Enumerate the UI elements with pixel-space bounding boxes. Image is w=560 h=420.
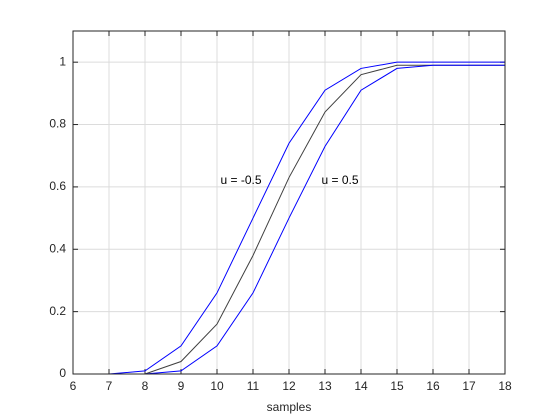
- x-tick-label: 16: [426, 379, 440, 393]
- x-tick-label: 8: [142, 379, 149, 393]
- x-axis-label: samples: [267, 400, 312, 414]
- x-tick-label: 12: [282, 379, 296, 393]
- x-tick-label: 18: [498, 379, 512, 393]
- x-tick-label: 17: [462, 379, 476, 393]
- annotation: u = -0.5: [220, 173, 261, 187]
- y-tick-label: 0.8: [49, 117, 66, 131]
- x-tick-label: 10: [210, 379, 224, 393]
- x-tick-label: 14: [354, 379, 368, 393]
- x-tick-label: 9: [178, 379, 185, 393]
- x-tick-label: 6: [70, 379, 77, 393]
- line-series: [73, 61, 505, 375]
- annotation: u = 0.5: [321, 173, 358, 187]
- x-tick-label: 13: [318, 379, 332, 393]
- y-tick-label: 0.2: [49, 304, 66, 318]
- y-tick-label: 1: [59, 54, 66, 68]
- y-tick-label: 0.4: [49, 241, 66, 255]
- y-tick-label: 0: [59, 366, 66, 380]
- y-tick-label: 0.6: [49, 179, 66, 193]
- x-tick-label: 11: [247, 379, 260, 393]
- x-tick-label: 15: [390, 379, 404, 393]
- plot-frame: [72, 30, 506, 375]
- x-tick-label: 7: [106, 379, 113, 393]
